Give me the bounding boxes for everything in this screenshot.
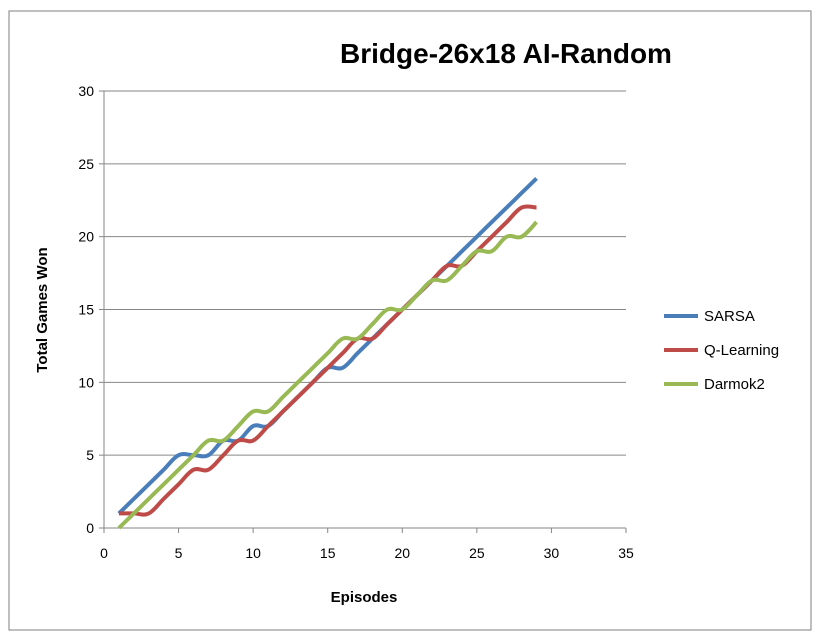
- x-axis-ticks: 0 5 10 15 20 25 30 35: [100, 528, 634, 561]
- legend-label: Q-Learning: [704, 342, 779, 359]
- x-tick-label: 0: [100, 545, 108, 561]
- y-axis-ticks: 0 5 10 15 20 25 30: [78, 83, 104, 536]
- chart-frame: [8, 10, 812, 631]
- x-tick-label: 35: [618, 545, 634, 561]
- x-tick-label: 20: [394, 545, 410, 561]
- legend: SARSA Q-Learning Darmok2: [664, 308, 779, 393]
- chart-title: Bridge-26x18 AI-Random: [340, 38, 672, 69]
- series-lines: [117, 176, 538, 530]
- y-tick-label: 30: [78, 83, 94, 99]
- y-tick-label: 5: [86, 447, 94, 463]
- x-tick-label: 15: [320, 545, 336, 561]
- y-axis-label: Total Games Won: [34, 247, 51, 372]
- x-tick-label: 25: [469, 545, 485, 561]
- y-tick-label: 20: [78, 229, 94, 245]
- y-tick-label: 25: [78, 156, 94, 172]
- y-tick-label: 0: [86, 520, 94, 536]
- legend-label: Darmok2: [704, 376, 765, 393]
- gridlines: [104, 90, 626, 456]
- x-axis-label: Episodes: [331, 589, 398, 606]
- x-tick-label: 10: [245, 545, 261, 561]
- y-tick-label: 15: [78, 302, 94, 318]
- series-line-darmok2: [117, 220, 538, 530]
- y-tick-label: 10: [78, 374, 94, 390]
- legend-label: SARSA: [704, 308, 755, 325]
- x-tick-label: 5: [175, 545, 183, 561]
- x-tick-label: 30: [544, 545, 560, 561]
